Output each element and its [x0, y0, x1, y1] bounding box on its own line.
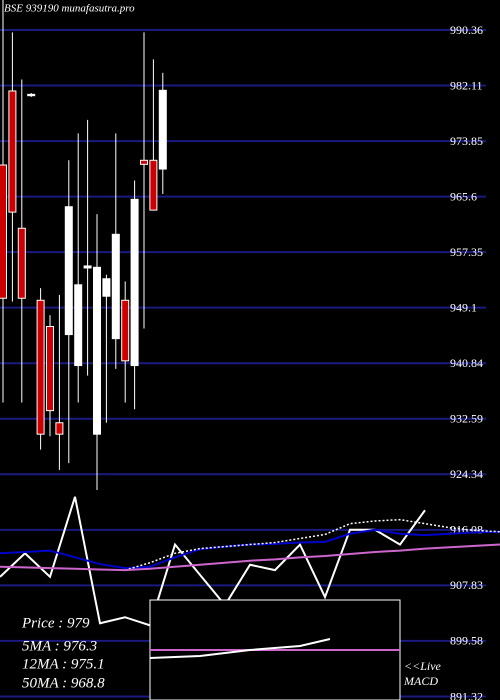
- candle-body: [8, 90, 17, 213]
- macd-label: MACD: [403, 674, 438, 688]
- y-tick-label: 891.32: [450, 689, 483, 700]
- macd-label: <<Live: [404, 659, 442, 673]
- candle-body: [93, 266, 101, 435]
- chart-title: BSE 939190 munafasutra.pro: [4, 3, 135, 15]
- candle-body: [149, 159, 158, 211]
- candle-body: [121, 299, 130, 362]
- legend-entry: 50MA : 968.8: [22, 675, 105, 691]
- y-tick-label: 949.1: [450, 300, 477, 314]
- series-line: [124, 518, 500, 571]
- y-tick-label: 940.84: [450, 356, 483, 370]
- candle-body: [64, 206, 73, 336]
- y-tick-label: 932.59: [450, 412, 483, 426]
- candle-body: [130, 198, 139, 367]
- candle-body: [0, 164, 7, 299]
- candle-body: [74, 284, 83, 367]
- series-line: [0, 496, 426, 627]
- y-tick-label: 965.6: [450, 189, 477, 203]
- y-tick-label: 907.83: [450, 578, 483, 592]
- series-line: [0, 543, 500, 572]
- y-tick-label: 982.11: [450, 78, 483, 92]
- y-tick-label: 924.34: [450, 467, 483, 481]
- y-tick-label: 899.58: [450, 634, 483, 648]
- candle-body: [140, 159, 148, 165]
- candle-body: [55, 422, 64, 435]
- y-tick-label: 957.35: [450, 245, 483, 259]
- legend-entry: 5MA : 976.3: [22, 638, 97, 654]
- legend-entry: Price : 979: [21, 615, 90, 631]
- candle-body: [102, 278, 111, 297]
- candle-body: [83, 265, 92, 269]
- candle-body: [36, 299, 45, 435]
- y-tick-label: 990.36: [450, 23, 483, 37]
- candle-body: [111, 233, 120, 340]
- candle-body: [158, 89, 167, 170]
- legend-entry: 12MA : 975.1: [22, 656, 105, 672]
- y-tick-label: 973.85: [450, 134, 483, 148]
- candle-body: [27, 93, 36, 97]
- macd-line: [149, 638, 331, 659]
- candle-body: [46, 326, 54, 412]
- candle-body: [17, 227, 26, 299]
